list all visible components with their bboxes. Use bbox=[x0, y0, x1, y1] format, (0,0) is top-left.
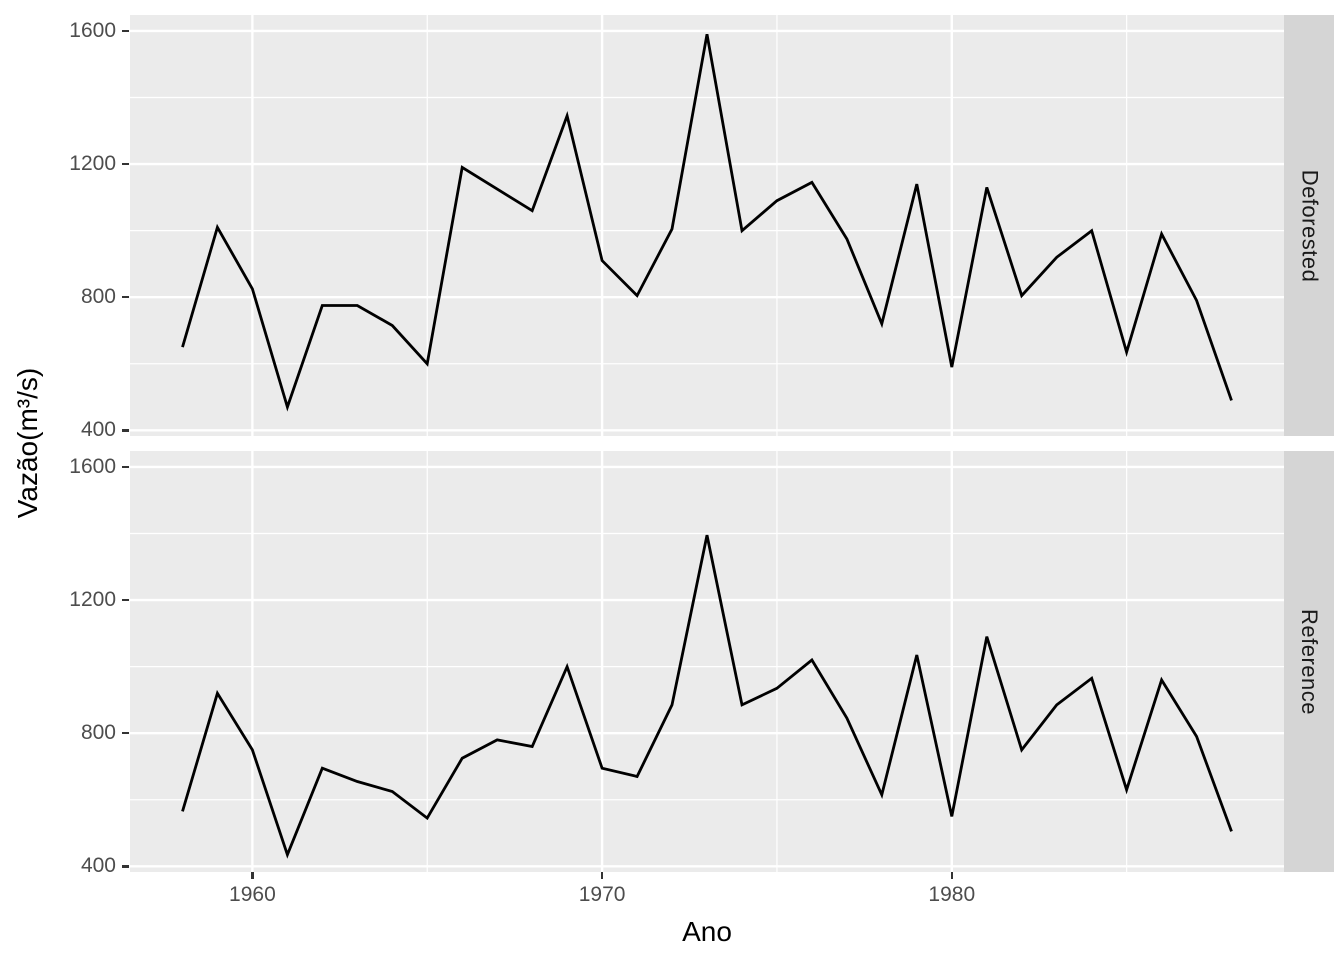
y-tick-label: 1600 bbox=[69, 454, 116, 478]
y-tick-label: 400 bbox=[80, 418, 116, 442]
x-tick-label: 1980 bbox=[928, 883, 976, 906]
x-tick-mark bbox=[251, 872, 254, 879]
panel-reference bbox=[130, 451, 1284, 872]
y-tick-mark bbox=[122, 598, 129, 602]
y-tick-mark bbox=[122, 29, 129, 33]
y-tick-mark bbox=[122, 732, 129, 735]
y-tick-label: 1600 bbox=[69, 18, 116, 42]
y-tick-mark bbox=[122, 865, 129, 868]
x-tick-label: 1970 bbox=[578, 883, 626, 906]
panel-deforested bbox=[130, 15, 1284, 436]
y-tick-label: 800 bbox=[80, 285, 116, 309]
y-tick-mark bbox=[122, 429, 129, 432]
x-tick-mark bbox=[600, 872, 604, 879]
data-line bbox=[181, 34, 1233, 412]
facet-strip-label: Deforested bbox=[1297, 169, 1322, 282]
panel-svg bbox=[130, 15, 1284, 436]
facet-strip-deforested: Deforested bbox=[1284, 15, 1334, 436]
data-line bbox=[181, 534, 1233, 859]
y-tick-mark bbox=[122, 296, 129, 299]
y-tick-label: 1200 bbox=[69, 152, 116, 176]
x-axis-title: Ano bbox=[682, 916, 732, 947]
y-tick-mark bbox=[122, 465, 129, 469]
y-axis-title: Vazão(m³/s) bbox=[12, 367, 44, 519]
x-tick-mark bbox=[950, 872, 953, 879]
panel-svg bbox=[130, 451, 1284, 872]
y-axis-title-wrap: Vazão(m³/s) bbox=[2, 0, 54, 886]
x-tick-label: 1960 bbox=[229, 883, 276, 906]
y-tick-label: 800 bbox=[80, 721, 116, 745]
y-tick-label: 400 bbox=[80, 854, 116, 878]
y-tick-mark bbox=[122, 162, 129, 166]
y-tick-label: 1200 bbox=[69, 588, 116, 612]
facet-strip-reference: Reference bbox=[1284, 451, 1334, 872]
facet-strip-label: Reference bbox=[1297, 608, 1323, 715]
